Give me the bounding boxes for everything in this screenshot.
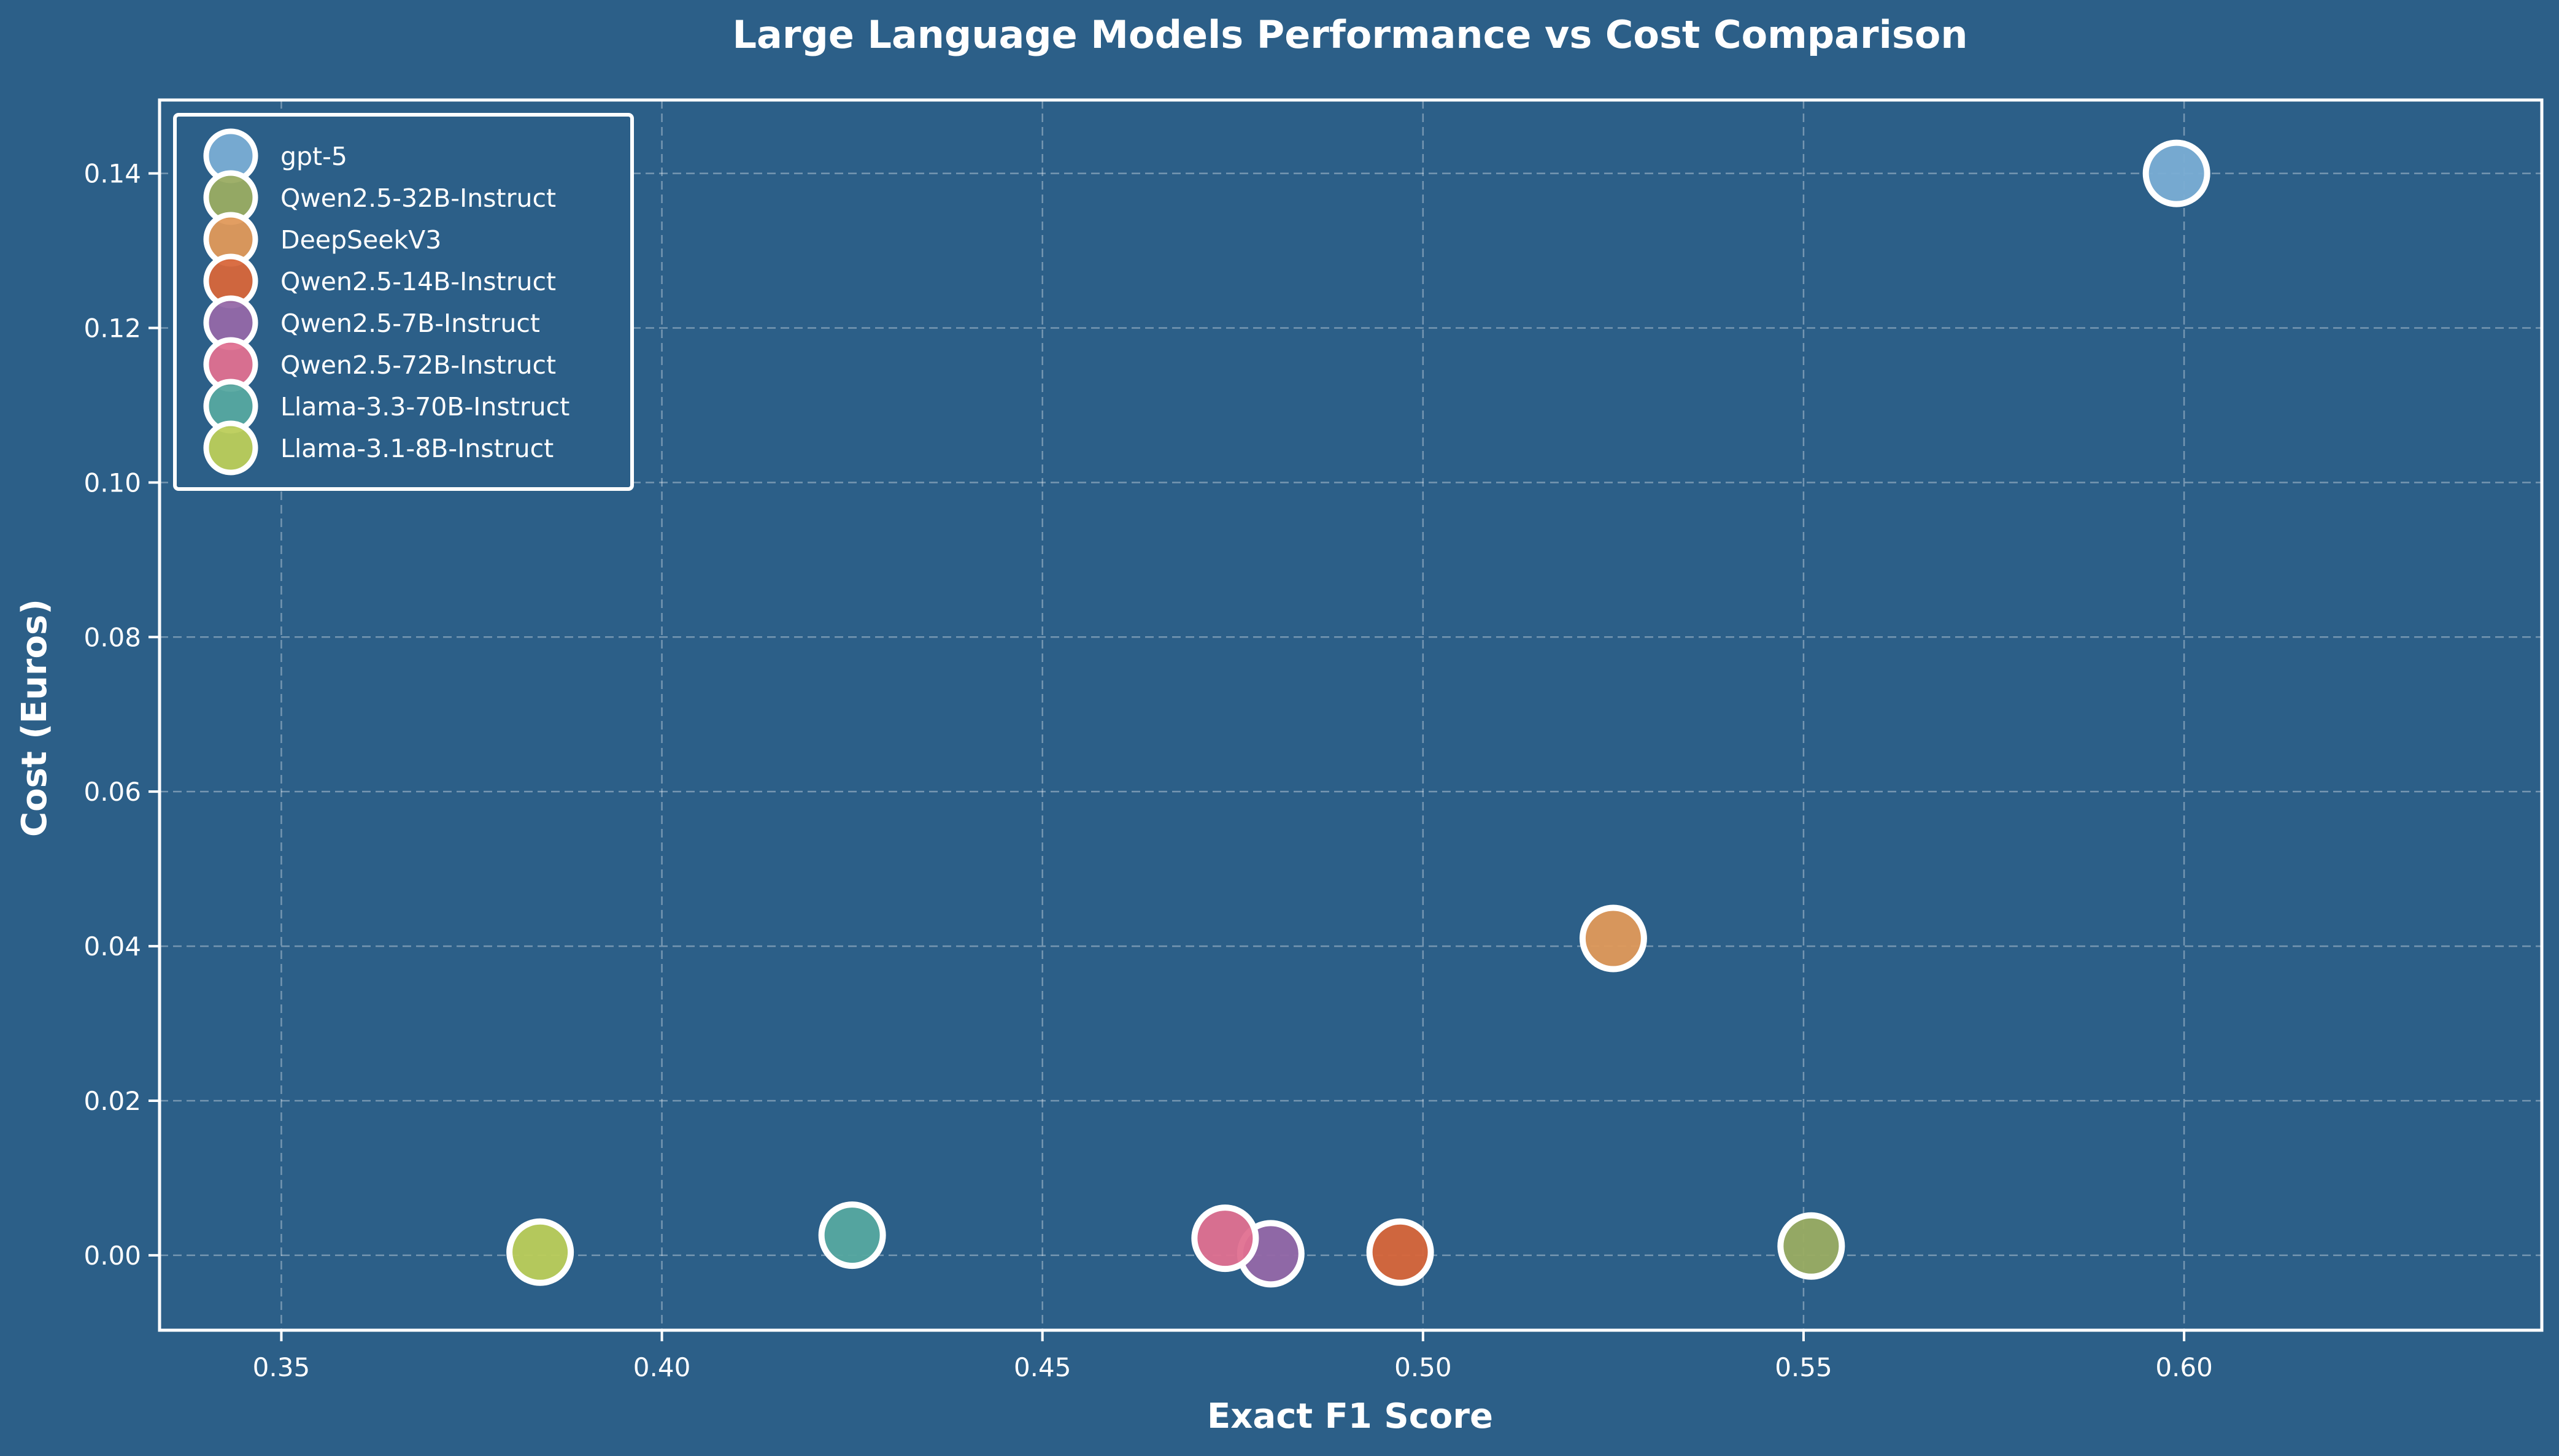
y-tick-label: 0.12 xyxy=(83,314,141,344)
data-point xyxy=(1191,1204,1259,1273)
y-tick-label: 0.14 xyxy=(83,159,141,189)
legend-label: Qwen2.5-72B-Instruct xyxy=(280,350,556,380)
y-tick-label: 0.04 xyxy=(83,931,141,961)
x-tick-label: 0.60 xyxy=(2155,1352,2213,1382)
y-tick-label: 0.10 xyxy=(83,468,141,498)
y-tick-label: 0.08 xyxy=(83,622,141,652)
y-tick-label: 0.00 xyxy=(83,1241,141,1271)
x-tick-label: 0.55 xyxy=(1775,1352,1832,1382)
legend-label: Qwen2.5-7B-Instruct xyxy=(280,309,540,338)
data-point xyxy=(818,1201,886,1269)
chart-title: Large Language Models Performance vs Cos… xyxy=(733,12,1968,57)
x-tick-label: 0.50 xyxy=(1394,1352,1452,1382)
y-axis-label: Cost (Euros) xyxy=(15,599,55,837)
legend-label: Llama-3.3-70B-Instruct xyxy=(280,392,569,422)
y-tick-label: 0.06 xyxy=(83,777,141,807)
legend-label: DeepSeekV3 xyxy=(280,225,441,255)
y-tick-label: 0.02 xyxy=(83,1086,141,1116)
data-points xyxy=(506,139,2210,1288)
data-point xyxy=(1777,1212,1845,1280)
legend-label: gpt-5 xyxy=(280,142,347,171)
data-point xyxy=(1579,904,1647,973)
data-point xyxy=(506,1218,574,1286)
legend: gpt-5 Qwen2.5-32B-Instruct DeepSeekV3 Qwen2… xyxy=(173,113,634,491)
data-point xyxy=(1366,1218,1434,1286)
legend-marker xyxy=(203,420,258,476)
legend-label: Qwen2.5-14B-Instruct xyxy=(280,267,556,296)
legend-frame xyxy=(173,113,634,491)
legend-label: Llama-3.1-8B-Instruct xyxy=(280,434,554,463)
x-axis-label: Exact F1 Score xyxy=(1207,1396,1493,1436)
data-point xyxy=(2142,139,2210,207)
axis-ticks: 0.35 0.40 0.45 0.50 0.55 0.60 0.00 0.02 0.04 0.06… xyxy=(83,159,2212,1382)
plot-frame xyxy=(158,98,2544,1332)
legend-label: Qwen2.5-32B-Instruct xyxy=(280,183,556,213)
x-tick-label: 0.40 xyxy=(633,1352,691,1382)
x-tick-label: 0.35 xyxy=(253,1352,311,1382)
x-tick-label: 0.45 xyxy=(1014,1352,1071,1382)
